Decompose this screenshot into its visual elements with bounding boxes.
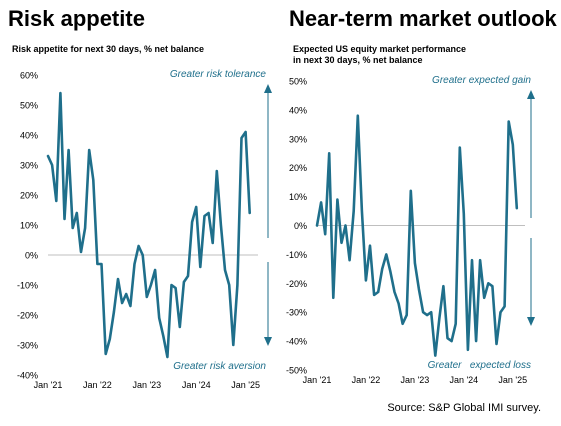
left-y-tick-label: -40% — [17, 371, 38, 381]
right-y-tick-label: 10% — [289, 192, 307, 202]
right-y-tick-label: 20% — [289, 163, 307, 173]
left-x-tick-label: Jan '24 — [182, 380, 211, 390]
left-y-tick-label: 40% — [20, 131, 38, 141]
right-x-tick-label: Jan '22 — [352, 375, 381, 385]
right-x-tick-label: Jan '23 — [401, 375, 430, 385]
left-y-tick-label: -20% — [17, 311, 38, 321]
left-x-tick-label: Jan '21 — [34, 380, 63, 390]
left-y-tick-label: 50% — [20, 101, 38, 111]
right-y-tick-label: 50% — [289, 77, 307, 87]
left-arrow-up-icon — [264, 84, 272, 238]
left-y-tick-label: -10% — [17, 281, 38, 291]
left-x-tick-label: Jan '25 — [231, 380, 260, 390]
left-chart: -40% -30% -20% -10% 0% 10% 20% 30% 40% 50% 60% Jan … — [17, 71, 260, 391]
right-x-tick-label: Jan '21 — [303, 375, 332, 385]
left-y-tick-label: -30% — [17, 341, 38, 351]
right-y-tick-label: 30% — [289, 134, 307, 144]
left-arrow-down-icon — [264, 262, 272, 346]
right-arrow-up-icon — [527, 90, 535, 218]
left-panel-title: Risk appetite — [8, 6, 145, 31]
right-x-tick-label: Jan '25 — [498, 375, 527, 385]
left-annotation-bottom: Greater risk aversion — [173, 361, 266, 372]
source-note: Source: S&P Global IMI survey. — [387, 402, 541, 414]
right-annotation-bottom: Greater expected loss — [428, 360, 531, 371]
right-y-tick-label: -20% — [286, 279, 307, 289]
left-x-tick-label: Jan '23 — [132, 380, 161, 390]
right-chart: -50% -40% -30% -20% -10% 0% 10% 20% 30% 40% 50% Jan… — [286, 77, 527, 386]
right-y-tick-label: 40% — [289, 105, 307, 115]
right-series-line — [315, 114, 519, 357]
left-y-tick-label: 20% — [20, 191, 38, 201]
left-series-line — [46, 91, 251, 359]
right-y-tick-label: -50% — [286, 366, 307, 376]
right-y-tick-label: -30% — [286, 308, 307, 318]
left-y-tick-label: 0% — [25, 251, 38, 261]
right-panel-title: Near-term market outlook — [289, 6, 557, 31]
right-x-tick-label: Jan '24 — [449, 375, 478, 385]
right-arrow-down-icon — [527, 238, 535, 326]
right-y-tick-label: -40% — [286, 337, 307, 347]
left-annotation-top: Greater risk tolerance — [170, 69, 267, 80]
left-x-tick-label: Jan '22 — [83, 380, 112, 390]
right-panel-subtitle-line1: Expected US equity market performance — [293, 44, 467, 54]
left-y-tick-label: 60% — [20, 71, 38, 81]
right-panel-subtitle-line2: in next 30 days, % net balance — [293, 55, 423, 65]
left-y-tick-label: 10% — [20, 221, 38, 231]
right-annotation-top: Greater expected gain — [432, 75, 531, 86]
right-y-tick-label: 0% — [294, 221, 307, 231]
left-panel-subtitle: Risk appetite for next 30 days, % net ba… — [12, 44, 205, 54]
right-y-tick-label: -10% — [286, 250, 307, 260]
left-y-tick-label: 30% — [20, 161, 38, 171]
